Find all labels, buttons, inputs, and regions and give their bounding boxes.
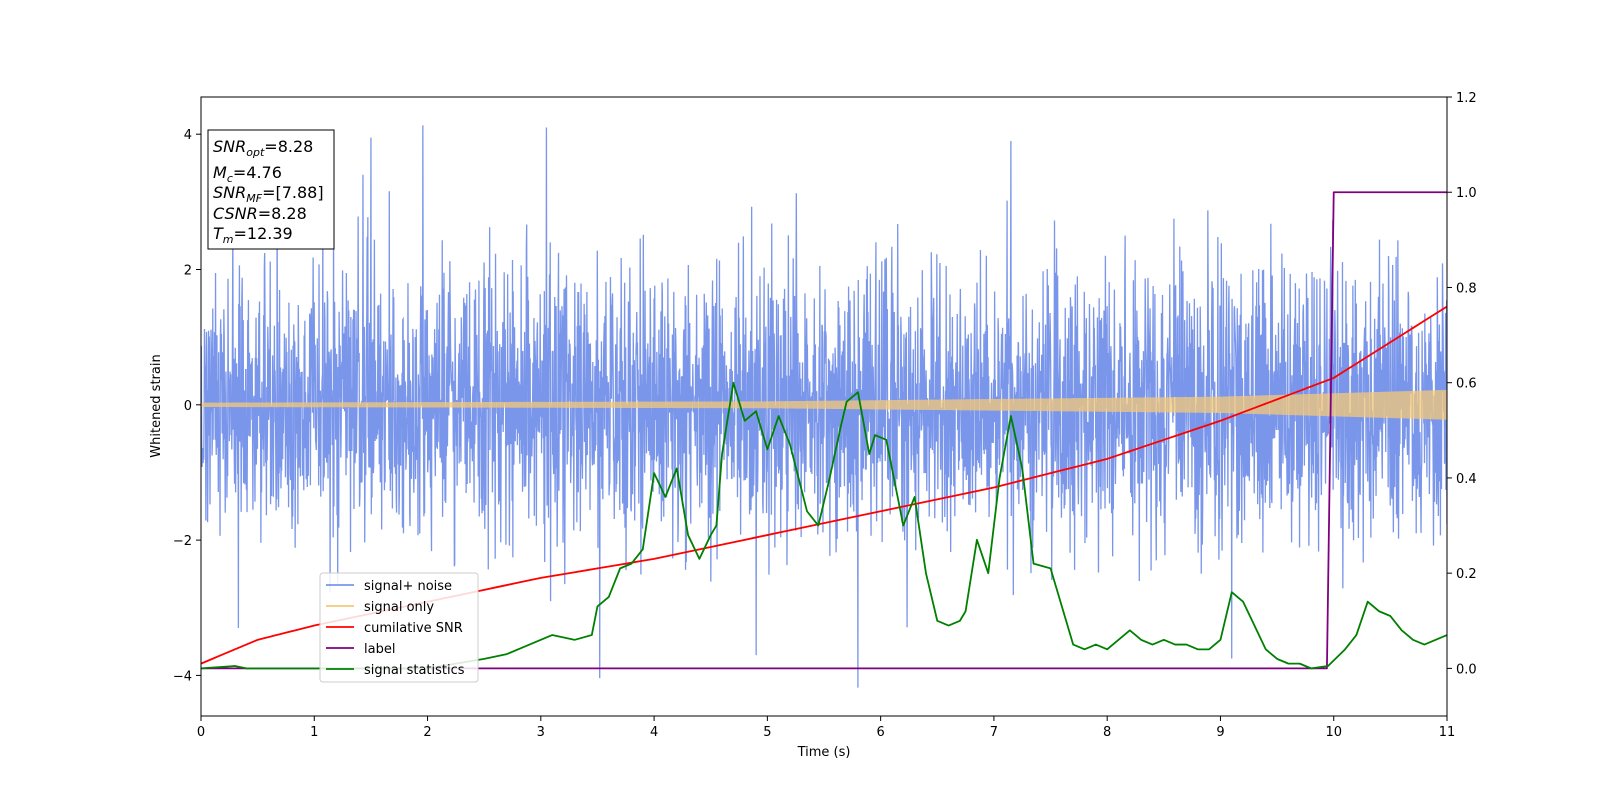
info-mc: Mc=4.76 — [213, 163, 282, 185]
legend-frame — [319, 572, 479, 683]
x-tick-label: 2 — [423, 725, 431, 740]
x-tick-label: 5 — [763, 725, 771, 740]
x-axis-title: Time (s) — [797, 745, 851, 760]
y-right-tick-label: 0.4 — [1456, 472, 1477, 487]
series-layer — [201, 125, 1447, 688]
legend-label-cumulative-snr: cumilative SNR — [364, 621, 463, 636]
info-box: SNRopt=8.28 Mc=4.76 SNRMF=[7.88] CSNR=8.… — [207, 129, 335, 250]
info-box-frame — [207, 129, 335, 250]
legend-label-signal-only: signal only — [364, 600, 434, 615]
y-axis-left: −4 −2 0 2 4 — [173, 128, 201, 684]
y-right-tick-label: 0.2 — [1456, 567, 1477, 582]
y-axis-left-title: Whitened strain — [149, 354, 164, 457]
info-snr-opt: SNRopt=8.28 — [213, 137, 313, 159]
y-left-tick-label: −4 — [173, 669, 192, 684]
x-tick-label: 10 — [1325, 725, 1342, 740]
y-right-tick-label: 0.8 — [1456, 281, 1477, 296]
y-left-tick-label: 4 — [184, 128, 192, 143]
x-tick-label: 8 — [1103, 725, 1111, 740]
legend-label-label: label — [364, 642, 395, 657]
info-snr-mf: SNRMF=[7.88] — [213, 183, 324, 205]
series-label-line — [201, 191, 1447, 670]
y-left-tick-label: 0 — [184, 399, 192, 414]
info-tm: Tm=12.39 — [213, 224, 293, 246]
legend-label-signal-noise: signal+ noise — [364, 579, 452, 594]
info-csnr: CSNR=8.28 — [213, 204, 307, 223]
x-tick-label: 9 — [1216, 725, 1224, 740]
y-left-tick-label: 2 — [184, 264, 192, 279]
y-right-tick-label: 0.0 — [1456, 662, 1477, 677]
y-right-tick-label: 1.2 — [1456, 91, 1477, 106]
plot-frame — [200, 96, 1448, 717]
x-tick-label: 11 — [1439, 725, 1456, 740]
y-right-tick-label: 1.0 — [1456, 186, 1477, 201]
x-tick-label: 0 — [197, 725, 205, 740]
x-axis: 0 1 2 3 4 5 6 7 8 9 10 11 — [197, 716, 1455, 740]
y-left-tick-label: −2 — [173, 534, 192, 549]
series-signal-statistics-line — [201, 381, 1447, 670]
x-tick-label: 1 — [310, 725, 318, 740]
y-right-tick-label: 0.6 — [1456, 377, 1477, 392]
series-signal-only-line — [201, 389, 1447, 420]
series-cumulative-snr-line — [201, 305, 1447, 665]
series-signal-noise-line — [201, 125, 1447, 688]
x-tick-label: 4 — [650, 725, 658, 740]
x-tick-label: 6 — [876, 725, 884, 740]
x-tick-label: 7 — [990, 725, 998, 740]
x-tick-label: 3 — [537, 725, 545, 740]
legend: signal+ noise signal only cumilative SNR… — [319, 572, 479, 683]
legend-label-signal-statistics: signal statistics — [364, 663, 465, 678]
y-axis-right: 0.0 0.2 0.4 0.6 0.8 1.0 1.2 — [1447, 91, 1477, 677]
